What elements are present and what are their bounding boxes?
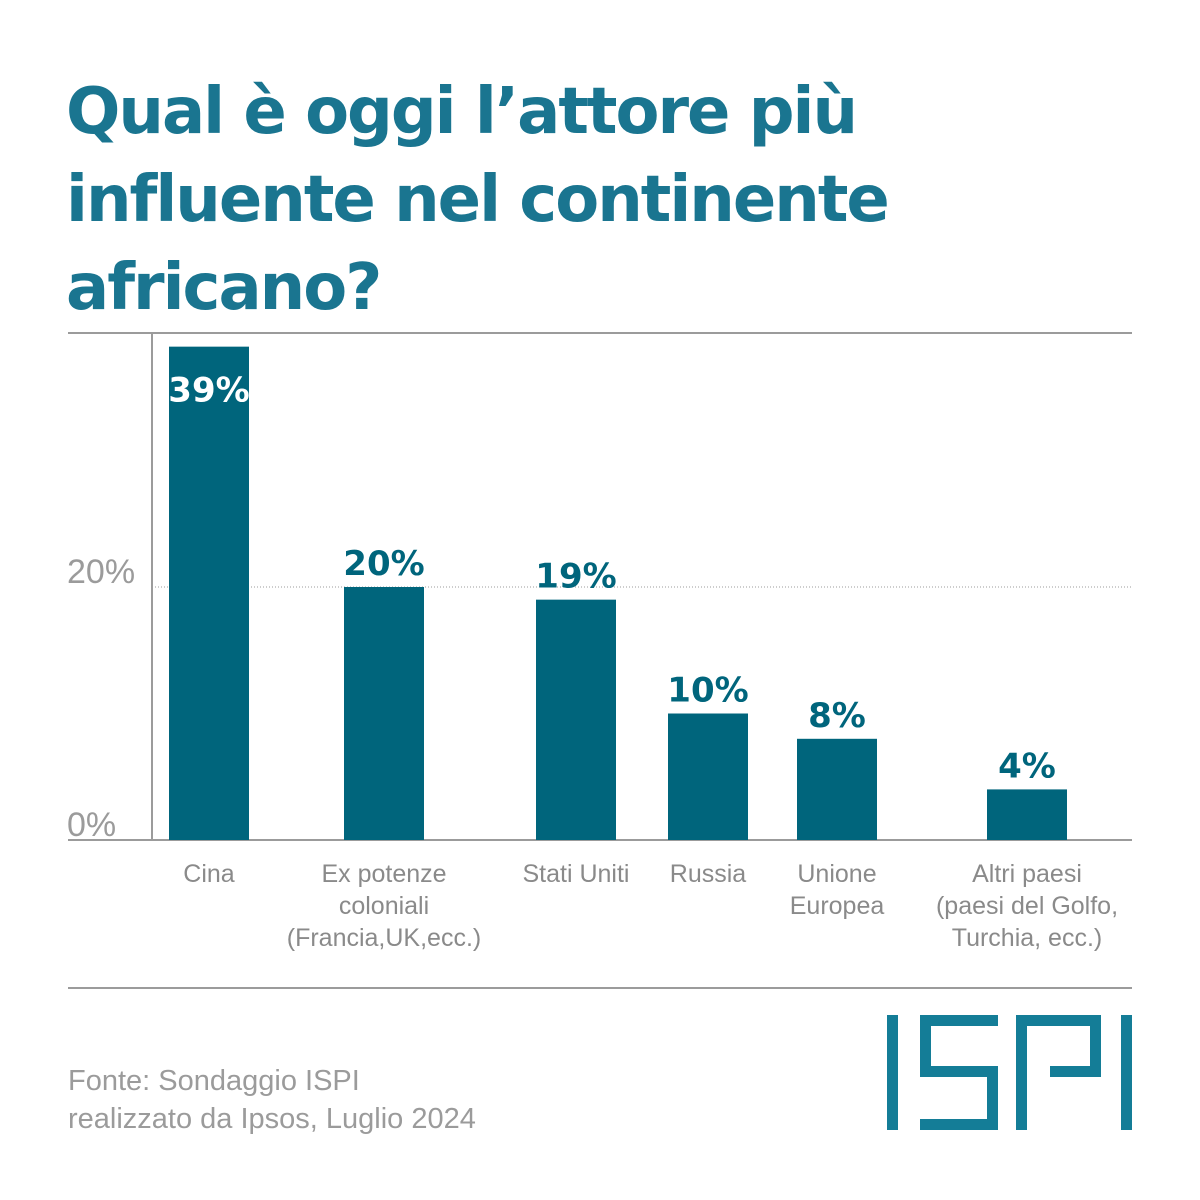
- bar: [668, 713, 748, 840]
- y-tick-label: 20%: [67, 553, 135, 591]
- bar: [344, 587, 424, 840]
- data-label: 20%: [343, 544, 424, 584]
- x-category-label: (paesi del Golfo,: [936, 892, 1118, 920]
- x-category-label: Stati Uniti: [523, 860, 630, 888]
- x-category-label: Turchia, ecc.): [952, 924, 1103, 952]
- data-label: 4%: [998, 746, 1056, 786]
- data-label: 8%: [808, 696, 866, 736]
- x-category-label: Cina: [183, 860, 235, 888]
- source-line: realizzato da Ipsos, Luglio 2024: [68, 1103, 476, 1135]
- source-line: Fonte: Sondaggio ISPI: [68, 1065, 360, 1097]
- bar: [536, 599, 616, 840]
- x-category-label: Russia: [670, 860, 747, 888]
- data-label: 10%: [667, 671, 748, 711]
- y-tick-label: 0%: [67, 806, 116, 844]
- data-label: 19%: [535, 557, 616, 597]
- title-line: influente nel continente: [66, 163, 890, 237]
- x-category-label: Ex potenze: [321, 860, 446, 888]
- data-label: 39%: [168, 371, 249, 411]
- chart-title: Qual è oggi l’attore più influente nel c…: [66, 68, 1066, 332]
- x-category-label: Europea: [790, 892, 885, 920]
- bar: [169, 346, 249, 840]
- source-note: Fonte: Sondaggio ISPI realizzato da Ipso…: [68, 1062, 476, 1138]
- x-category-label: coloniali: [339, 892, 429, 920]
- bar: [987, 789, 1067, 840]
- x-category-label: Altri paesi: [972, 860, 1082, 888]
- x-category-label: (Francia,UK,ecc.): [287, 924, 481, 952]
- title-line: Qual è oggi l’attore più: [66, 75, 858, 149]
- bar: [797, 738, 877, 840]
- x-category-label: Unione: [797, 860, 876, 888]
- title-line: africano?: [66, 251, 382, 325]
